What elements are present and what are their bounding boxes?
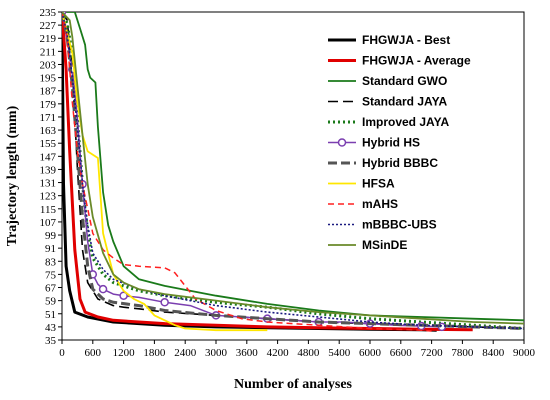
legend-label: mAHS (362, 197, 398, 211)
legend-label: FHGWJA - Average (362, 54, 471, 68)
y-axis-title: Trajectory length (mm) (5, 105, 20, 246)
x-tick-label: 9000 (513, 347, 536, 359)
series-line-2 (62, 12, 473, 332)
y-tick-label: 51 (45, 309, 56, 321)
y-tick-label: 115 (40, 204, 57, 216)
y-tick-label: 155 (40, 138, 57, 150)
y-tick-label: 195 (40, 73, 57, 85)
x-tick-label: 600 (85, 347, 102, 359)
y-tick-label: 163 (40, 125, 57, 137)
y-tick-label: 99 (45, 230, 57, 242)
y-tick-label: 67 (45, 283, 57, 295)
legend-label: MSinDE (362, 238, 407, 252)
legend-marker (337, 138, 347, 147)
y-tick-label: 179 (40, 99, 57, 111)
y-tick-label: 107 (40, 217, 57, 229)
x-tick-label: 4800 (297, 347, 320, 359)
legend-label: mBBBC-UBS (362, 218, 437, 232)
x-tick-label: 1200 (113, 347, 136, 359)
x-tick-label: 3600 (236, 347, 259, 359)
y-tick-label: 187 (40, 86, 57, 98)
x-tick-label: 2400 (174, 347, 197, 359)
legend-label: Hybrid BBBC (362, 156, 438, 170)
y-tick-label: 171 (40, 112, 57, 124)
series-marker (160, 298, 169, 307)
x-tick-label: 1800 (143, 347, 166, 359)
legend-label: FHGWJA - Best (362, 33, 450, 47)
x-tick-label: 3000 (205, 347, 228, 359)
x-tick-label: 0 (59, 347, 65, 359)
x-tick-label: 4200 (267, 347, 290, 359)
series-marker (119, 291, 128, 300)
x-tick-label: 5400 (328, 347, 351, 359)
legend-label: Standard GWO (362, 74, 447, 88)
x-tick-label: 8400 (482, 347, 505, 359)
legend-label: HFSA (362, 177, 395, 191)
y-tick-label: 219 (40, 33, 57, 45)
x-axis-title: Number of analyses (234, 377, 353, 392)
y-tick-label: 123 (40, 191, 57, 203)
y-tick-label: 59 (45, 296, 57, 308)
y-tick-label: 91 (45, 243, 56, 255)
y-tick-label: 147 (40, 151, 57, 163)
legend-label: Hybrid HS (362, 136, 420, 150)
y-tick-label: 83 (45, 256, 57, 268)
y-tick-label: 43 (45, 322, 57, 334)
axis-layer: 0 600 1200 1800 2400 3000 3600 4200 4800 5400 6000… (40, 7, 536, 359)
y-tick-label: 227 (40, 20, 57, 32)
y-tick-label: 235 (40, 7, 57, 19)
x-tick-label: 6600 (390, 347, 413, 359)
series-line-11 (62, 12, 524, 325)
x-tick-label: 6000 (359, 347, 382, 359)
x-tick-label: 7200 (421, 347, 444, 359)
y-tick-label: 131 (40, 178, 57, 190)
legend: FHGWJA - Best FHGWJA - Average Standard GW… (320, 26, 516, 258)
y-tick-label: 75 (45, 269, 57, 281)
y-tick-label: 203 (40, 59, 57, 71)
legend-label: Standard JAYA (362, 95, 447, 109)
series-layer (62, 12, 524, 332)
series-marker (98, 284, 108, 294)
y-tick-label: 211 (40, 46, 56, 58)
series-line-7 (62, 12, 524, 330)
y-tick-label: 139 (40, 164, 57, 176)
x-tick-label: 7800 (451, 347, 474, 359)
legend-label: Improved JAYA (362, 115, 449, 129)
y-tick-label: 35 (45, 335, 57, 347)
